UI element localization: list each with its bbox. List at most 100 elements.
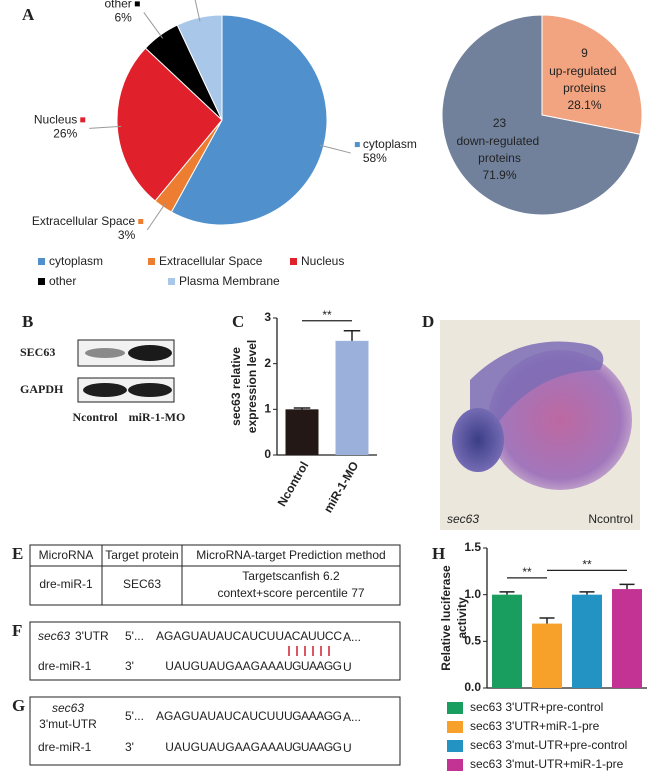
seed-site: UGUAAGG <box>284 740 342 754</box>
slice-value: 58% <box>363 151 387 165</box>
error-bar <box>343 330 361 341</box>
bar <box>285 409 319 455</box>
error-bar <box>579 591 595 595</box>
y-tick-label: 0.0 <box>464 680 481 694</box>
seed-site: UGUAAGG <box>284 659 342 673</box>
slice-count: 9 <box>581 46 588 60</box>
y-tick-label: 0.5 <box>464 634 481 648</box>
slice-label: Nucleus <box>34 113 77 127</box>
slice-label: Extracellular Space <box>32 214 136 228</box>
bar <box>335 340 369 455</box>
panel-letter: E <box>12 544 23 563</box>
significance-label: ** <box>322 308 332 322</box>
panel-letter: A <box>22 5 35 24</box>
y-tick-label: 3 <box>264 310 271 324</box>
bar <box>612 589 642 688</box>
y-axis-label: Relative luciferase <box>439 565 453 671</box>
leader-line <box>194 0 201 22</box>
x-tick-label: Ncontrol <box>275 459 312 509</box>
sequence: UAUGUAUGAAGAAA <box>165 659 284 673</box>
body <box>470 341 604 443</box>
sequence-end: 3' <box>125 659 134 673</box>
x-tick-label: miR-1-MO <box>321 459 361 515</box>
gene-label: sec63 <box>447 512 479 526</box>
sequence-end: 5'... <box>125 709 144 723</box>
table-cell: MicroRNA <box>39 548 94 562</box>
sequence-label: dre-miR-1 <box>38 659 92 673</box>
pie-slice <box>541 14 643 135</box>
gene-name: sec63 <box>52 701 84 715</box>
sequence-tail: U <box>343 741 352 755</box>
band <box>83 383 127 397</box>
y-tick-label: 2 <box>264 356 271 370</box>
legend-label: sec63 3'mut-UTR+pre-control <box>470 738 627 752</box>
leader-line <box>143 12 164 39</box>
slice-value: 7% <box>164 0 182 2</box>
slice-count: 23 <box>493 116 507 130</box>
error-bar <box>293 407 311 410</box>
legend-swatch <box>447 721 463 733</box>
legend-label: sec63 3'mut-UTR+miR-1-pre <box>470 757 624 771</box>
legend-swatch <box>447 740 463 752</box>
y-tick-label: 0 <box>264 447 271 461</box>
y-tick-label: 1.5 <box>464 540 481 554</box>
legend-swatch <box>168 278 175 285</box>
slice-value: 26% <box>53 127 77 141</box>
table <box>29 544 401 606</box>
label-dot <box>138 219 144 225</box>
legend-swatch <box>148 258 155 265</box>
blot-row-label: GAPDH <box>20 382 64 396</box>
panel-letter: B <box>22 312 33 331</box>
seed-site: ACAUUCC <box>284 629 342 643</box>
sequence: AGAGUAUAUCAUCUU <box>156 629 284 643</box>
label-dot <box>80 117 86 123</box>
panel-letter: G <box>12 696 25 715</box>
panel-letter: C <box>232 312 244 331</box>
y-tick-label: 1.0 <box>464 587 481 601</box>
leader-line <box>319 144 351 154</box>
y-axis-label: sec63 relative <box>229 347 243 426</box>
blot-lane-label: Ncontrol <box>72 410 118 424</box>
legend-label: other <box>49 274 76 288</box>
slice-label: up-regulated proteins <box>549 64 620 95</box>
sequence-box <box>29 621 401 681</box>
legend-swatch <box>290 258 297 265</box>
western-blot: SEC63 GAPDH Ncontrol miR-1-MO <box>20 339 186 424</box>
table-cell: dre-miR-1 <box>39 577 93 591</box>
sequence-tail: A... <box>343 710 361 724</box>
legend-swatch <box>38 278 45 285</box>
sequence: UAUGUAUGAAGAAA <box>165 740 284 754</box>
gene-name: sec63 <box>38 629 70 643</box>
table-cell: SEC63 <box>123 577 161 591</box>
band <box>128 383 172 397</box>
legend-label: Plasma Membrane <box>179 274 280 288</box>
slice-label: other <box>104 0 131 11</box>
sequence: AGAGUAUAUCAUCUU <box>156 709 284 723</box>
bar <box>532 623 562 688</box>
significance-label: ** <box>582 558 592 572</box>
significance-label: ** <box>522 565 532 579</box>
table-cell: context+score percentile 77 <box>217 586 364 600</box>
in-situ-image: sec63 Ncontrol <box>440 320 640 530</box>
band <box>85 348 125 358</box>
leader-line <box>89 125 122 129</box>
head <box>452 408 504 472</box>
table-cell: MicroRNA-target Prediction method <box>196 548 385 562</box>
sequence-end: 3' <box>125 740 134 754</box>
slice-value: 71.9% <box>482 168 516 182</box>
base-pairs <box>288 646 330 656</box>
legend-label: sec63 3'UTR+pre-control <box>470 700 603 714</box>
sequence-tail: A... <box>343 630 361 644</box>
error-bar <box>539 617 555 624</box>
condition-label: Ncontrol <box>588 512 633 526</box>
legend-swatch <box>447 702 463 714</box>
slice-value: 28.1% <box>567 98 601 112</box>
blot-lane-label: miR-1-MO <box>129 410 186 424</box>
legend-label: Nucleus <box>301 254 344 268</box>
legend-label: Extracellular Space <box>159 254 263 268</box>
band <box>128 345 172 361</box>
sequence-tail: U <box>343 660 352 674</box>
error-bar <box>619 583 635 590</box>
panel-letter: H <box>432 544 445 563</box>
